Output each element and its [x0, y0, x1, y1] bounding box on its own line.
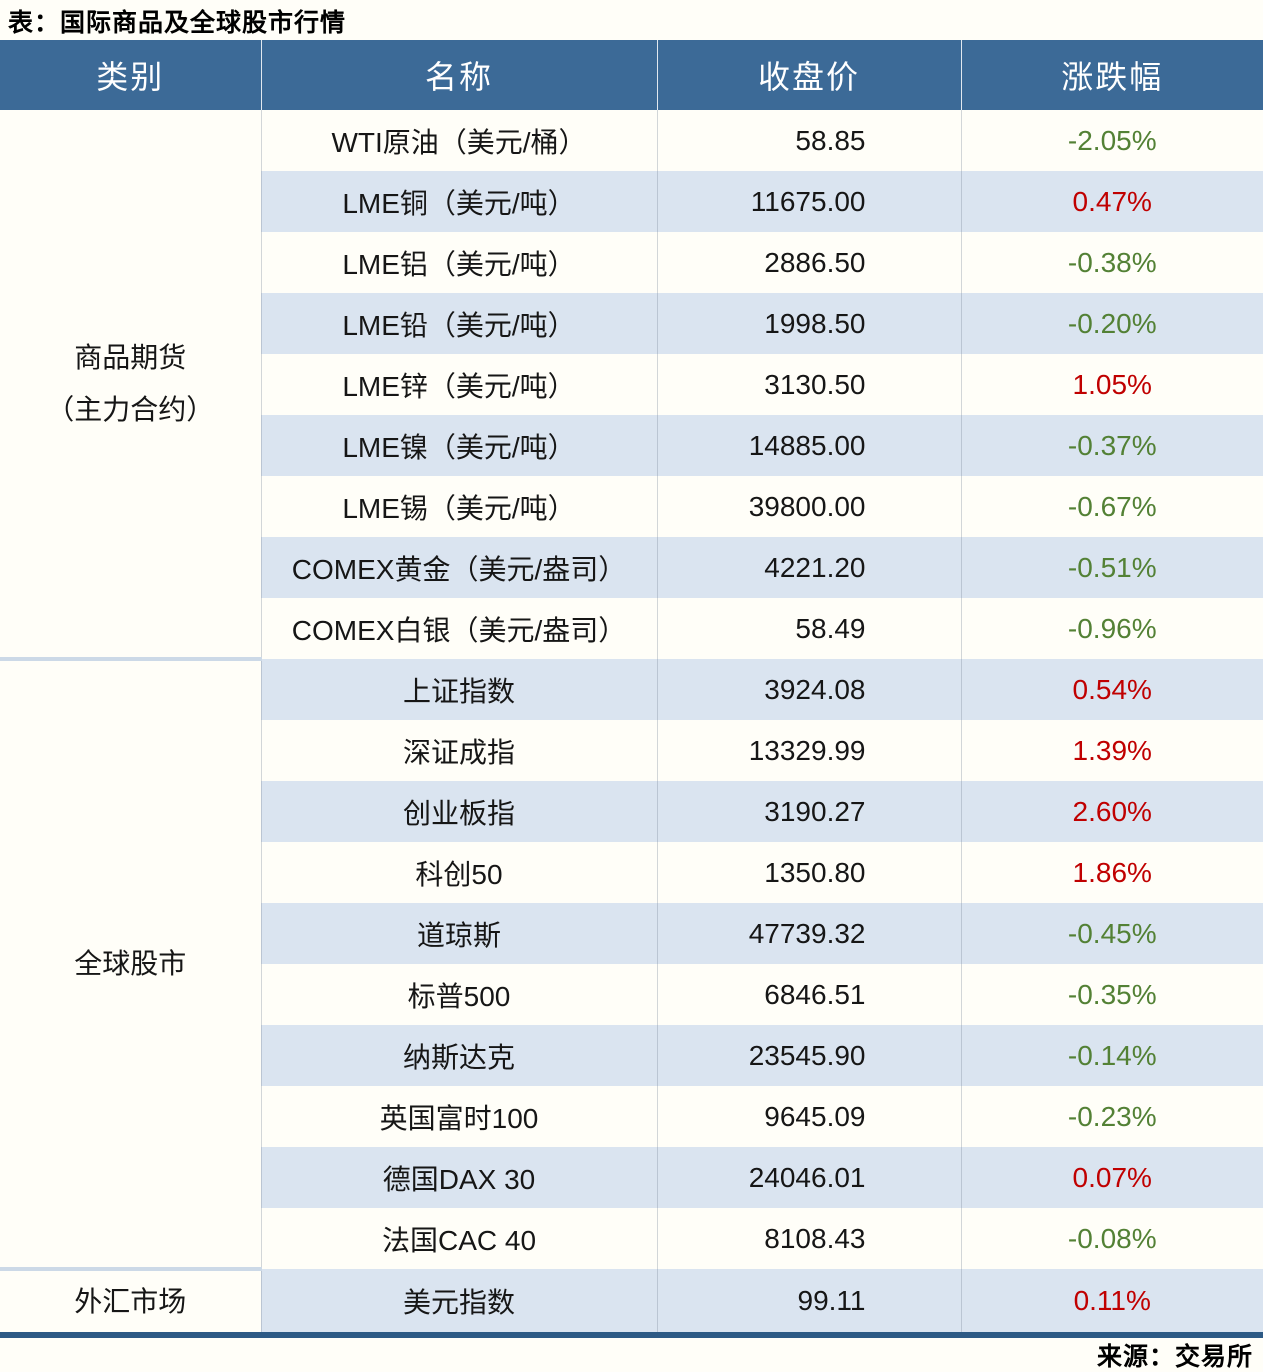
table-row: LME镍（美元/吨） 14885.00 -0.37%: [0, 415, 1263, 476]
table-row: 英国富时100 9645.09 -0.23%: [0, 1086, 1263, 1147]
close-cell: 14885.00: [656, 415, 961, 476]
name-cell: 纳斯达克: [260, 1025, 657, 1086]
header-change: 涨跌幅: [960, 40, 1263, 110]
market-table: 类别 名称 收盘价 涨跌幅 商品期货 （主力合约） WTI原油（美元/桶） 58…: [0, 40, 1263, 1338]
close-cell: 47739.32: [656, 903, 961, 964]
table-row: LME铅（美元/吨） 1998.50 -0.20%: [0, 293, 1263, 354]
table-row: 全球股市 上证指数 3924.08 0.54%: [0, 657, 1263, 1269]
change-cell: -0.23%: [960, 1086, 1263, 1147]
change-cell: -0.38%: [960, 232, 1263, 293]
change-cell: -0.35%: [960, 964, 1263, 1025]
change-cell: 0.47%: [960, 171, 1263, 232]
close-cell: 9645.09: [656, 1086, 961, 1147]
header-name: 名称: [260, 40, 657, 110]
change-cell: -0.96%: [960, 598, 1263, 659]
name-cell: COMEX白银（美元/盎司）: [260, 598, 657, 659]
source-label: 来源：交易所: [1096, 1343, 1253, 1371]
name-cell: LME铝（美元/吨）: [260, 232, 657, 293]
name-cell: 英国富时100: [260, 1086, 657, 1147]
close-cell: 3130.50: [656, 354, 961, 415]
table-row: 道琼斯 47739.32 -0.45%: [0, 903, 1263, 964]
table-row: LME锌（美元/吨） 3130.50 1.05%: [0, 354, 1263, 415]
close-cell: 2886.50: [656, 232, 961, 293]
change-cell: 2.60%: [960, 781, 1263, 842]
close-cell: 58.49: [656, 598, 961, 659]
close-cell: 6846.51: [656, 964, 961, 1025]
close-cell: 24046.01: [656, 1147, 961, 1208]
name-cell: LME锌（美元/吨）: [260, 354, 657, 415]
table-row: 法国CAC 40 8108.43 -0.08%: [0, 1208, 1263, 1269]
table-row: LME锡（美元/吨） 39800.00 -0.67%: [0, 476, 1263, 537]
table-row: COMEX黄金（美元/盎司） 4221.20 -0.51%: [0, 537, 1263, 598]
close-cell: 58.85: [656, 110, 961, 171]
table-row: LME铜（美元/吨） 11675.00 0.47%: [0, 171, 1263, 232]
close-cell: 39800.00: [656, 476, 961, 537]
change-cell: 1.86%: [960, 842, 1263, 903]
close-cell: 1350.80: [656, 842, 961, 903]
change-cell: -0.14%: [960, 1025, 1263, 1086]
change-cell: -0.51%: [960, 537, 1263, 598]
header-category: 类别: [0, 40, 261, 110]
name-cell: 上证指数: [260, 659, 657, 720]
category-cell-global-stocks: 全球股市: [0, 657, 261, 1269]
table-row: 科创50 1350.80 1.86%: [0, 842, 1263, 903]
change-cell: -0.45%: [960, 903, 1263, 964]
change-cell: 0.54%: [960, 659, 1263, 720]
change-cell: -0.08%: [960, 1208, 1263, 1269]
name-cell: 法国CAC 40: [260, 1208, 657, 1269]
header-close: 收盘价: [656, 40, 961, 110]
close-cell: 23545.90: [656, 1025, 961, 1086]
table-row: 标普500 6846.51 -0.35%: [0, 964, 1263, 1025]
close-cell: 4221.20: [656, 537, 961, 598]
change-cell: -2.05%: [960, 110, 1263, 171]
table-row: LME铝（美元/吨） 2886.50 -0.38%: [0, 232, 1263, 293]
name-cell: 标普500: [260, 964, 657, 1025]
change-cell: 0.07%: [960, 1147, 1263, 1208]
name-cell: LME锡（美元/吨）: [260, 476, 657, 537]
page-title: 表：国际商品及全球股市行情: [8, 9, 347, 37]
table-row: 商品期货 （主力合约） WTI原油（美元/桶） 58.85 -2.05%: [0, 110, 1263, 659]
table-row: COMEX白银（美元/盎司） 58.49 -0.96%: [0, 598, 1263, 659]
name-cell: 美元指数: [260, 1269, 657, 1338]
close-cell: 3190.27: [656, 781, 961, 842]
change-cell: -0.67%: [960, 476, 1263, 537]
change-cell: -0.37%: [960, 415, 1263, 476]
change-cell: 1.05%: [960, 354, 1263, 415]
name-cell: 科创50: [260, 842, 657, 903]
change-cell: 1.39%: [960, 720, 1263, 781]
name-cell: LME铅（美元/吨）: [260, 293, 657, 354]
table-row: 创业板指 3190.27 2.60%: [0, 781, 1263, 842]
table-row: 外汇市场 美元指数 99.11 0.11%: [0, 1267, 1263, 1338]
close-cell: 3924.08: [656, 659, 961, 720]
close-cell: 11675.00: [656, 171, 961, 232]
header-row: 类别 名称 收盘价 涨跌幅: [0, 40, 1263, 110]
table-row: 深证成指 13329.99 1.39%: [0, 720, 1263, 781]
name-cell: WTI原油（美元/桶）: [260, 110, 657, 171]
name-cell: 德国DAX 30: [260, 1147, 657, 1208]
change-cell: 0.11%: [960, 1269, 1263, 1338]
table-row: 德国DAX 30 24046.01 0.07%: [0, 1147, 1263, 1208]
table-row: 纳斯达克 23545.90 -0.14%: [0, 1025, 1263, 1086]
close-cell: 1998.50: [656, 293, 961, 354]
name-cell: LME镍（美元/吨）: [260, 415, 657, 476]
close-cell: 99.11: [656, 1269, 961, 1338]
name-cell: 创业板指: [260, 781, 657, 842]
name-cell: COMEX黄金（美元/盎司）: [260, 537, 657, 598]
name-cell: 深证成指: [260, 720, 657, 781]
category-cell-forex: 外汇市场: [0, 1267, 261, 1338]
change-cell: -0.20%: [960, 293, 1263, 354]
close-cell: 8108.43: [656, 1208, 961, 1269]
category-cell-commodities: 商品期货 （主力合约）: [0, 110, 261, 659]
name-cell: LME铜（美元/吨）: [260, 171, 657, 232]
close-cell: 13329.99: [656, 720, 961, 781]
name-cell: 道琼斯: [260, 903, 657, 964]
